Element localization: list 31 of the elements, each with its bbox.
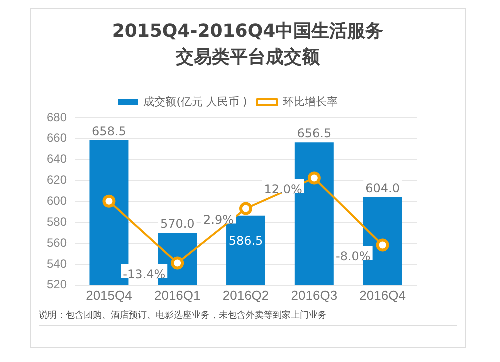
legend-label: 成交额(亿元 人民币 ) [144, 95, 248, 108]
data-label: -13.4% [123, 267, 166, 282]
y-tick-label: 580 [46, 214, 68, 229]
point [102, 194, 116, 208]
y-tick-label: 560 [46, 236, 68, 250]
data-label: 586.5 [228, 234, 264, 248]
data-label: 12.0% [264, 182, 302, 196]
x-tick-label: 2016Q1 [154, 288, 201, 303]
y-tick-label: 680 [46, 110, 68, 124]
data-label: 658.5 [92, 124, 126, 139]
x-tick-label: 2016Q4 [360, 288, 406, 303]
y-tick-label: 660 [46, 131, 68, 146]
chart-title: 2015Q4-2016Q4中国生活服务交易类平台成交额 [111, 20, 385, 70]
y-tick-label: 620 [46, 173, 68, 188]
x-tick-label: 2015Q4 [86, 288, 132, 303]
y-tick-label: 600 [46, 194, 68, 208]
y-tick-label: 520 [46, 278, 68, 292]
point [240, 202, 253, 216]
x-tick-label: 2016Q3 [291, 288, 338, 303]
data-label: 604.0 [366, 182, 400, 196]
data-label: 2.9% [204, 212, 234, 227]
legend-label: 环比增长率 [282, 95, 338, 108]
data-label: 656.5 [297, 126, 332, 141]
y-tick-label: 540 [46, 256, 68, 271]
y-tick-label: 640 [46, 152, 68, 166]
x-tick-label: 2016Q2 [222, 288, 270, 303]
point [308, 172, 321, 185]
data-label: -8.0% [336, 249, 371, 264]
text: 说明：包含团购、酒店预订、电影选座业务，未包含外卖等到家上门业务 [39, 309, 457, 326]
data-label: 570.0 [160, 217, 195, 232]
point [376, 238, 390, 252]
